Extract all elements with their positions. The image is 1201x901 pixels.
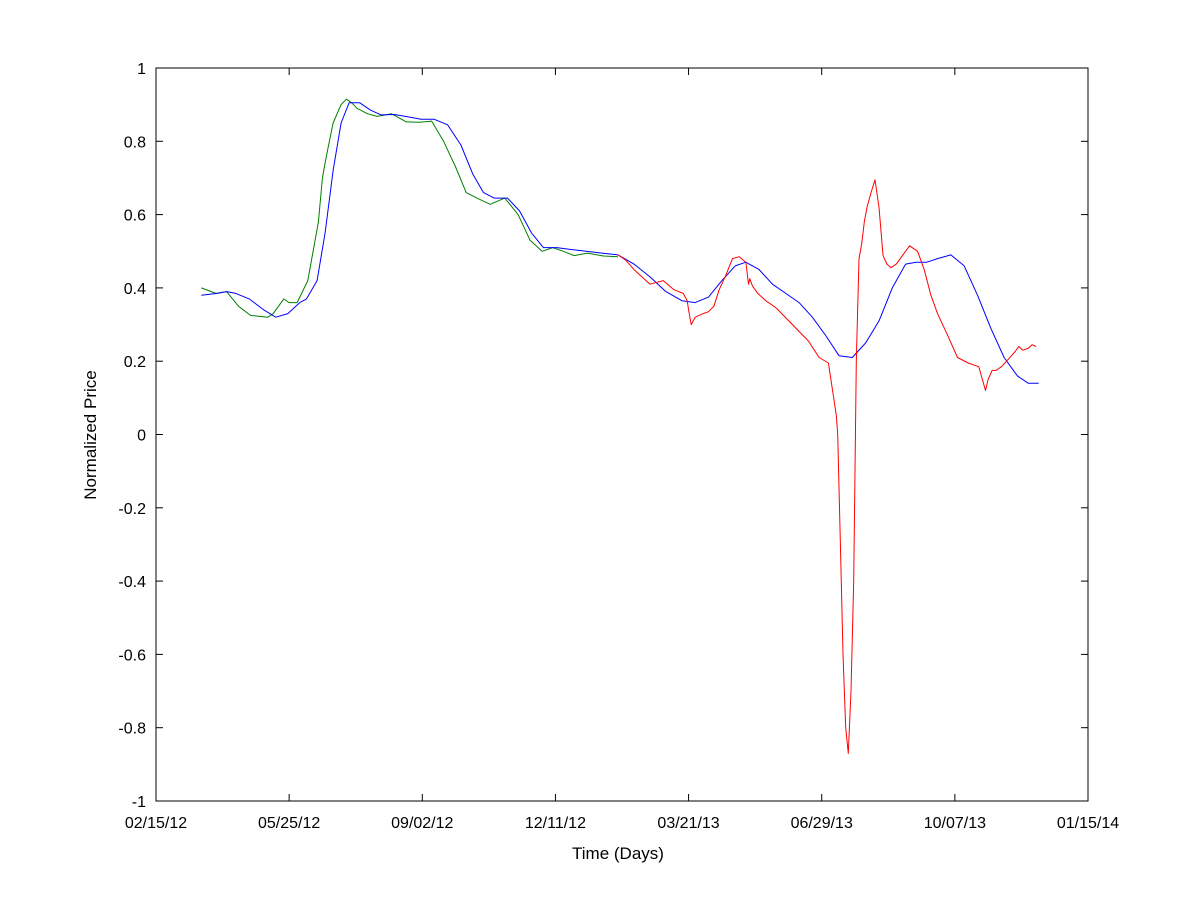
x-tick-label: 05/25/12 (258, 815, 320, 832)
y-tick-label: 0.8 (124, 134, 146, 151)
y-tick-label: 1 (137, 61, 146, 78)
y-tick-labels: -1 -0.8 -0.6 -0.4 -0.2 0 0.2 0.4 0.6 0.8 1 (118, 61, 146, 811)
x-tick-label: 02/15/12 (125, 815, 187, 832)
x-tick-label: 03/21/13 (657, 815, 719, 832)
y-tick-label: -0.8 (118, 721, 146, 738)
x-axis-label: Time (Days) (572, 844, 664, 863)
y-tick-label: 0.6 (124, 208, 146, 225)
x-tick-labels: 02/15/12 05/25/12 09/02/12 12/11/12 03/21/13… (125, 815, 1119, 832)
x-tick-label: 01/15/14 (1057, 815, 1119, 832)
y-tick-label: -0.6 (118, 647, 146, 664)
x-tick-label: 12/11/12 (525, 815, 586, 832)
x-tick-label: 06/29/13 (791, 815, 853, 832)
y-axis-label: Normalized Price (81, 370, 100, 499)
series-layer (201, 98, 1039, 754)
blue-series-line (201, 102, 1039, 384)
y-tick-label: 0.2 (124, 354, 146, 371)
y-tick-label: -0.4 (118, 574, 146, 591)
y-tick-label: 0 (137, 428, 146, 445)
green-series-line (201, 98, 619, 318)
x-tick-label: 09/02/12 (391, 815, 453, 832)
axis-ticks (155, 67, 1089, 802)
y-tick-label: 0.4 (124, 281, 146, 298)
y-tick-label: -0.2 (118, 501, 146, 518)
y-tick-label: -1 (132, 794, 146, 811)
plot-area (155, 67, 1089, 802)
red-series-line (617, 179, 1037, 754)
x-tick-label: 10/07/13 (924, 815, 986, 832)
